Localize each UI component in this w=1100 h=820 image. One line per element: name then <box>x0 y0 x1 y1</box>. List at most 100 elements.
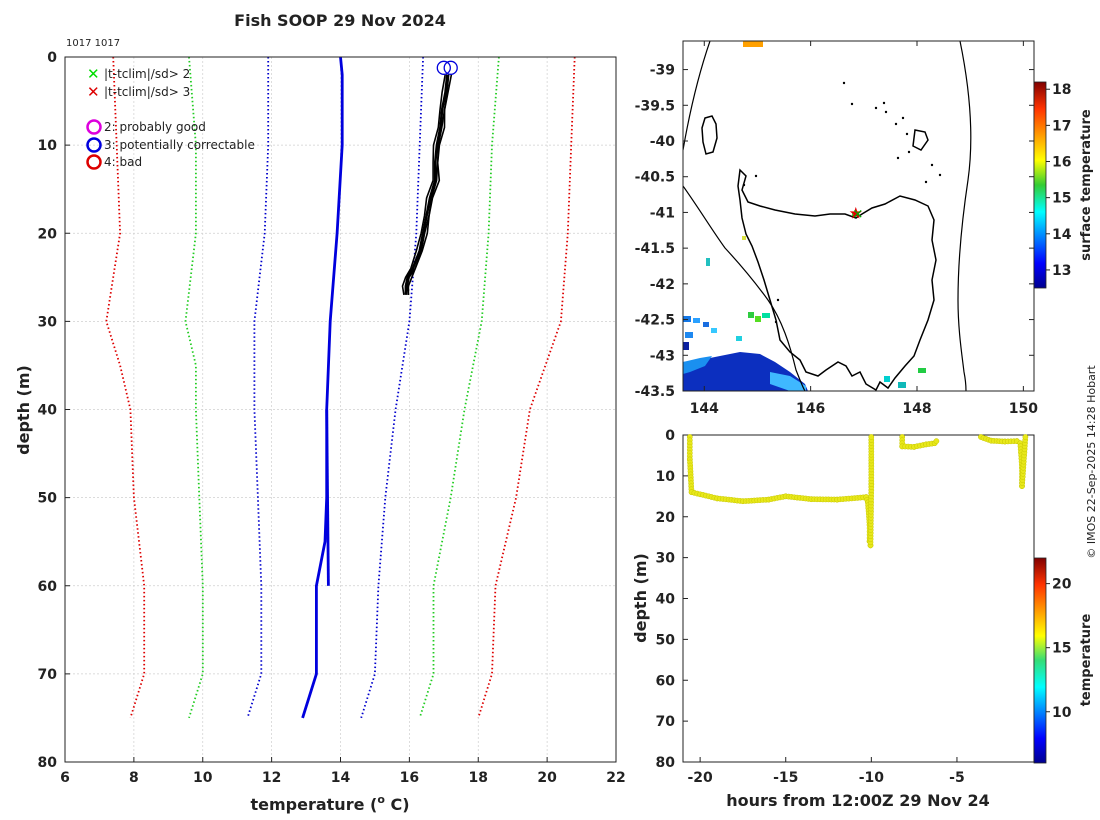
map-y-tick-label: -39 <box>650 63 675 79</box>
legend-label-bad: 4: bad <box>104 155 142 169</box>
island-dot <box>884 110 888 114</box>
map-area <box>683 41 1034 391</box>
profile-legend: ✕ |t-tclim|/sd> 2 ✕ |t-tclim|/sd> 3 2: p… <box>86 65 255 170</box>
series-profile-trace <box>406 74 450 295</box>
island-dot <box>901 116 905 120</box>
map-y-tick-label: -42 <box>650 277 675 293</box>
king-island <box>701 115 718 155</box>
legend-label-2sd: |t-tclim|/sd> 2 <box>104 67 190 81</box>
legend-marker-x-red: ✕ <box>87 83 100 101</box>
sst-colorbar-tick-label: 13 <box>1052 263 1071 279</box>
island-dots <box>742 81 942 324</box>
ts-y-tick-label: 30 <box>656 551 676 567</box>
island-dot <box>907 150 911 154</box>
y-tick-label: 30 <box>38 314 58 330</box>
sst-patch-mid <box>683 356 712 374</box>
island-dot <box>930 163 934 167</box>
ts-x-tick-label: -15 <box>773 770 798 786</box>
sst-pixel <box>884 376 890 382</box>
legend-marker-circle-magenta <box>86 119 102 135</box>
sst-pixel <box>683 316 691 322</box>
x-tick-label: 6 <box>60 770 70 786</box>
island-dot <box>938 173 942 177</box>
temperature-colorbar-label: temperature <box>1079 614 1094 707</box>
ts-y-tick-label: 0 <box>665 428 675 444</box>
sst-colorbar-ticks: 13 14 15 16 17 18 <box>1046 82 1072 279</box>
y-tick-label: 80 <box>38 755 58 771</box>
legend-entry-potentially-correctable: 3: potentially correctable <box>86 137 255 153</box>
sst-pixels <box>683 41 926 391</box>
data-point <box>933 438 940 444</box>
data-point <box>868 434 875 440</box>
station-marker: ★✕ <box>849 203 864 222</box>
y-tick-label: 60 <box>38 579 58 595</box>
series-clim-mean-tail <box>325 409 330 586</box>
island-dot <box>842 81 846 85</box>
legend-marker-circle-blue <box>86 137 102 153</box>
map-y-tick-label: -41 <box>650 205 675 221</box>
flag-circle <box>436 60 451 75</box>
sst-colorbar-tick-label: 15 <box>1052 191 1071 207</box>
x-tick-label: 12 <box>262 770 281 786</box>
profile-panel: Fish SOOP 29 Nov 2024 1017 1017 6 8 10 12 14… <box>14 11 626 814</box>
sst-colorbar-label: surface temperature <box>1079 109 1094 261</box>
x-tick-label: 18 <box>469 770 488 786</box>
map-y-tick-label: -40 <box>650 134 676 150</box>
island-dot <box>924 180 928 184</box>
map-x-tick-label: 146 <box>796 401 825 417</box>
ts-y-tick-label: 80 <box>656 755 676 771</box>
island-dot <box>850 102 854 106</box>
island-dot <box>874 106 878 110</box>
probe-id-label: 1017 1017 <box>66 38 120 49</box>
data-point <box>1022 434 1029 440</box>
ts-y-tick-label: 20 <box>656 510 676 526</box>
x-tick-label: 22 <box>606 770 625 786</box>
x-tick-label: 14 <box>331 770 351 786</box>
map-y-tick-label: -40.5 <box>635 170 675 186</box>
chart-title: Fish SOOP 29 Nov 2024 <box>234 11 446 30</box>
temperature-colorbar <box>1033 557 1047 764</box>
ts-x-tick-label: -10 <box>859 770 885 786</box>
series-clim-1sd <box>360 56 424 719</box>
sst-colorbar-tick-label: 14 <box>1052 227 1072 243</box>
sst-pixel <box>742 236 746 240</box>
map-y-tick-label: -42.5 <box>635 313 675 329</box>
island-dot <box>776 298 780 302</box>
timeseries-axes-box <box>682 434 1035 763</box>
legend-marker-x-green: ✕ <box>87 65 100 83</box>
map-x-tick-label: 150 <box>1009 401 1038 417</box>
series-profile-trace <box>407 74 453 295</box>
legend-label-3sd: |t-tclim|/sd> 3 <box>104 85 190 99</box>
island-dot <box>774 320 778 324</box>
profile-ticks: 6 8 10 12 14 16 18 20 22 0 10 20 30 40 50 60 70 80 <box>38 50 626 786</box>
legend-entry-bad: 4: bad <box>86 154 142 170</box>
ts-y-tick-label: 60 <box>656 673 676 689</box>
map-panel: 144 146 148 150 -39 -39.5 -40 -40.5 -41 -41.5 -42 -… <box>635 40 1094 417</box>
legend-entry-3sd: ✕ |t-tclim|/sd> 3 <box>87 83 190 101</box>
credit-text: © IMOS 22-Sep-2025 14:28 Hobart <box>1085 365 1098 559</box>
x-tick-label: 16 <box>400 770 419 786</box>
legend-label-probably-good: 2: probably good <box>104 120 206 134</box>
station-star-icon: ★ <box>849 203 863 222</box>
timeseries-points <box>686 434 1029 549</box>
sst-pixel <box>703 322 709 327</box>
flag-circle <box>443 60 458 75</box>
map-ticks: 144 146 148 150 -39 -39.5 -40 -40.5 -41 -41.5 -42 -… <box>635 41 1038 417</box>
y-tick-label: 0 <box>47 50 57 66</box>
map-x-tick-label: 148 <box>902 401 931 417</box>
legend-label-potentially-correctable: 3: potentially correctable <box>104 138 255 152</box>
map-y-tick-label: -41.5 <box>635 241 675 257</box>
sst-colorbar-tick-label: 16 <box>1052 155 1071 171</box>
island-dot <box>882 101 886 105</box>
sst-pixel <box>683 342 689 350</box>
sst-colorbar <box>1033 81 1047 289</box>
profile-xlabel: temperature (o C) <box>250 793 409 814</box>
series-clim-2sd <box>184 56 204 719</box>
y-tick-label: 20 <box>38 226 58 242</box>
x-tick-label: 20 <box>537 770 557 786</box>
map-y-tick-label: -39.5 <box>635 98 675 114</box>
sst-pixel-warm <box>743 41 763 47</box>
ts-y-tick-label: 40 <box>656 592 676 608</box>
x-tick-label: 8 <box>129 770 139 786</box>
